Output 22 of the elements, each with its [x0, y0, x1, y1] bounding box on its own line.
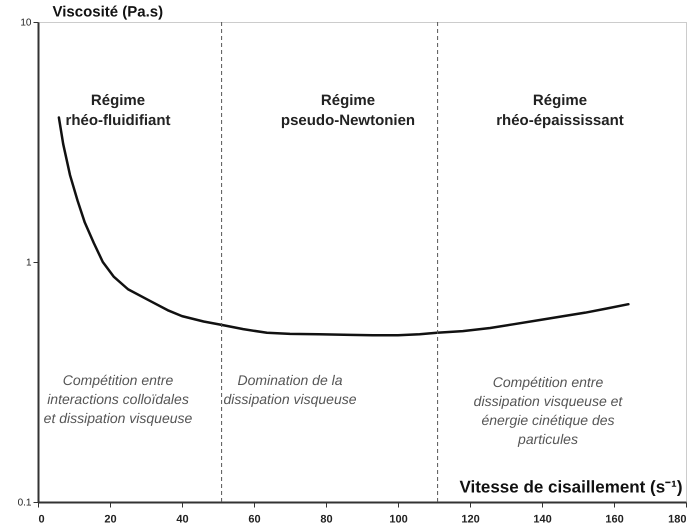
x-tick-label: 20 [104, 514, 117, 526]
annotation: Régime pseudo-Newtonien [280, 92, 416, 129]
y-tick-label: 10 [20, 18, 32, 28]
x-tick-label: 140 [533, 514, 552, 526]
x-tick-label: 180 [668, 514, 686, 526]
annotation: Compétition entre interactions colloïdales et dissipation visqueuse [44, 372, 193, 426]
x-axis-title: Vitesse de cisaillement (s⁻¹) [459, 478, 682, 496]
y-axis-title: Viscosité (Pa.s) [52, 4, 164, 20]
annotation: Régime rhéo-fluidifiant [66, 92, 170, 129]
annotation: Compétition entre dissipation visqueuse et énergie cinétique des particules [474, 374, 624, 447]
x-tick-label: 100 [389, 514, 408, 526]
line-series [58, 116, 630, 337]
y-tick-label: 1 [26, 258, 32, 268]
annotation: Régime rhéo-épaississant [496, 92, 624, 129]
annotation: Domination de la dissipation visqueuse [223, 372, 357, 407]
x-tick-label: 40 [176, 514, 189, 526]
x-tick-label: 160 [605, 514, 624, 526]
x-tick-label: 0 [38, 514, 45, 526]
x-tick-label: 120 [461, 514, 480, 526]
x-tick-label: 60 [248, 514, 261, 526]
y-tick-label: 0.1 [18, 498, 32, 508]
x-tick-label: 80 [320, 514, 333, 526]
